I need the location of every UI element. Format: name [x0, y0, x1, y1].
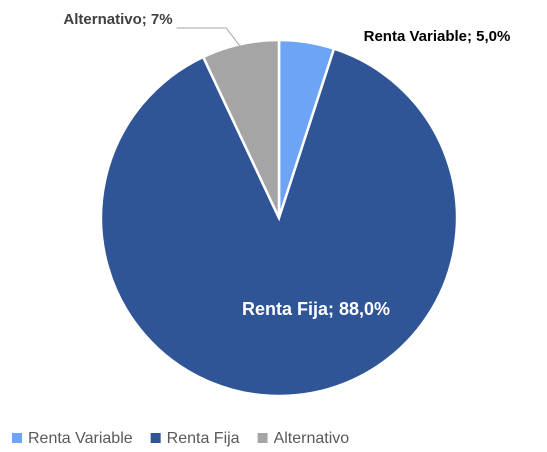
pie-slice: [99, 47, 459, 398]
pie-slice: [201, 38, 281, 219]
data-labels: Renta Variable; 5,0% Renta Fija; 88,0% Alt…: [63, 11, 510, 319]
leader-line: [176, 27, 241, 47]
legend-label: Alternativo: [274, 430, 350, 447]
data-label: Renta Fija; 88,0%: [242, 299, 390, 319]
legend: Renta Variable Renta Fija Alternativo: [12, 430, 349, 447]
legend-marker: [12, 433, 22, 443]
legend-label: Renta Variable: [28, 430, 133, 447]
legend-marker: [257, 433, 268, 443]
legend-marker: [150, 433, 161, 443]
data-label: Renta Variable; 5,0%: [364, 28, 511, 45]
legend-label: Renta Fija: [167, 430, 240, 447]
data-label: Alternativo; 7%: [63, 11, 172, 28]
pie: [99, 38, 459, 398]
